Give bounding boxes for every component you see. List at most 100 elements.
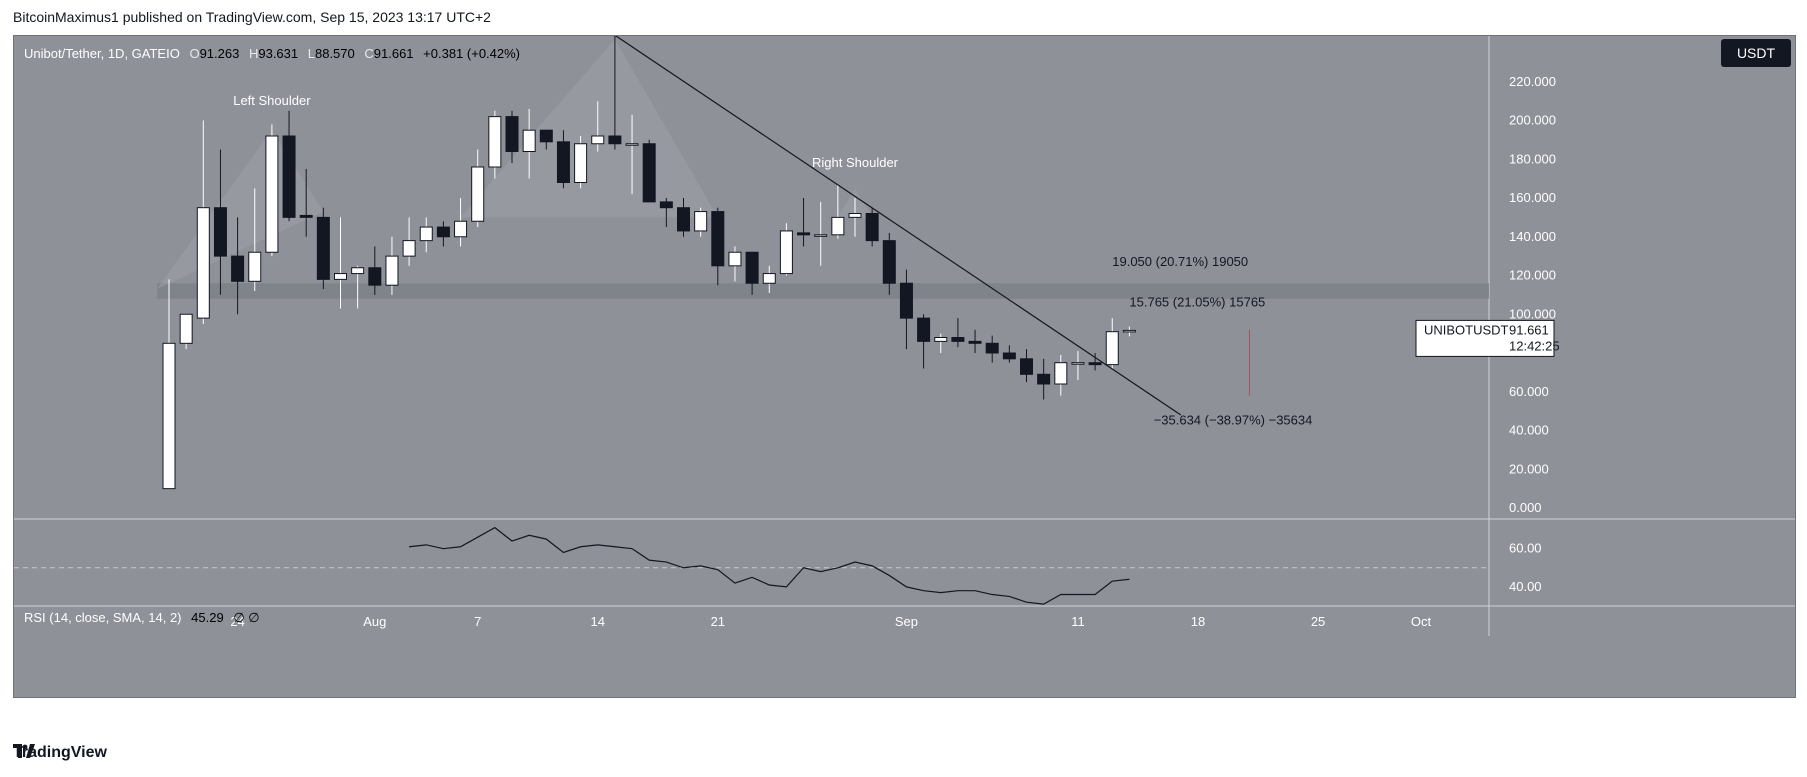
candle-body: [694, 211, 708, 232]
close-value: 91.661: [373, 46, 414, 61]
price-label-countdown: 12:42:25: [1509, 338, 1560, 353]
price-tick-label: 100.000: [1509, 306, 1556, 321]
time-tick-label: Aug: [363, 614, 386, 629]
current-price-box: [1415, 319, 1555, 357]
brand-name: TradingView: [13, 744, 107, 761]
left-shoulder-label: Left Shoulder: [233, 93, 311, 108]
candle-body: [711, 211, 725, 267]
candle-body: [1002, 352, 1016, 360]
candle-body: [882, 240, 896, 284]
candle-body: [728, 251, 742, 267]
tradingview-logo[interactable]: TradingView: [13, 744, 107, 762]
candle-body: [351, 267, 365, 275]
price-tick-label: 200.000: [1509, 113, 1556, 128]
publisher-header: BitcoinMaximus1 published on TradingView…: [13, 9, 491, 25]
open-label: O: [189, 46, 200, 61]
currency-button[interactable]: USDT: [1721, 39, 1791, 67]
candle-body: [762, 273, 776, 284]
candle-body: [402, 240, 416, 257]
candle-body: [248, 251, 262, 282]
candle-body: [265, 135, 279, 253]
candle-body: [1054, 362, 1068, 385]
candle-body: [162, 342, 176, 490]
symbol-legend: Unibot/Tether, 1D, GATEIO O91.263 H93.63…: [24, 46, 520, 61]
candle-body: [848, 213, 862, 218]
candle-body: [1088, 362, 1102, 366]
candle-body: [454, 220, 468, 238]
price-tick-label: 160.000: [1509, 190, 1556, 205]
price-tick-label: 220.000: [1509, 74, 1556, 89]
candle-body: [213, 207, 227, 257]
candle-body: [625, 143, 639, 146]
resistance-zone: [157, 283, 1489, 299]
rsi-legend: RSI (14, close, SMA, 14, 2) 45.29 ∅ ∅: [24, 610, 260, 626]
candle-body: [1122, 329, 1136, 333]
candle-body: [985, 342, 999, 354]
candle-body: [608, 135, 622, 145]
candle-body: [591, 135, 605, 145]
time-tick-label: 7: [474, 614, 481, 629]
candle-body: [1020, 358, 1033, 375]
low-value: 88.570: [314, 46, 355, 61]
candle-body: [968, 340, 982, 344]
time-tick-label: 11: [1071, 614, 1085, 629]
symbol-name[interactable]: Unibot/Tether, 1D, GATEIO: [24, 46, 180, 61]
candle-body: [642, 143, 656, 203]
candle-body: [865, 213, 879, 242]
candle-body: [951, 337, 965, 342]
candle-body: [368, 267, 382, 286]
tradingview-logo-icon: [13, 744, 35, 758]
price-tick-label: 0.000: [1509, 500, 1542, 515]
rsi-extra: ∅ ∅: [233, 610, 260, 625]
candle-body: [779, 230, 793, 275]
time-tick-label: 14: [591, 614, 605, 629]
candle-body: [677, 207, 690, 232]
time-tick-label: 25: [1311, 614, 1325, 629]
time-tick-label: 21: [711, 614, 725, 629]
candle-body: [316, 216, 330, 280]
rsi-line: [409, 526, 1130, 605]
time-tick-label: Oct: [1411, 614, 1432, 629]
measure-middle-label: 15.765 (21.05%) 15765: [1129, 295, 1265, 310]
candle-body: [299, 214, 313, 218]
rsi-label[interactable]: RSI (14, close, SMA, 14, 2): [24, 610, 182, 625]
candle-body: [1105, 331, 1119, 366]
rsi-value: 45.29: [191, 610, 224, 625]
rsi-tick-label: 40.00: [1509, 579, 1542, 594]
candle-body: [488, 116, 502, 168]
price-tick-label: 140.000: [1509, 229, 1556, 244]
candle-body: [814, 234, 828, 237]
measure-upper-label: 19.050 (20.71%) 19050: [1112, 254, 1248, 269]
high-value: 93.631: [258, 46, 299, 61]
close-label: C: [364, 46, 374, 61]
candle-body: [934, 337, 948, 342]
candle-body: [1071, 362, 1085, 365]
price-label-symbol: UNIBOTUSDT: [1424, 322, 1509, 337]
low-label: L: [307, 46, 315, 61]
candle-body: [505, 116, 519, 152]
price-tick-label: 20.000: [1509, 461, 1549, 476]
rsi-tick-label: 60.00: [1509, 541, 1542, 556]
open-value: 91.263: [199, 46, 240, 61]
candle-body: [282, 135, 296, 218]
high-label: H: [248, 46, 259, 61]
candle-body: [1037, 373, 1051, 385]
candle-body: [659, 201, 673, 209]
price-tick-label: 60.000: [1509, 384, 1549, 399]
candle-body: [745, 251, 759, 284]
right-shoulder-label: Right Shoulder: [812, 155, 899, 170]
price-label-value: 91.661: [1509, 322, 1549, 337]
change-value: +0.381 (+0.42%): [423, 46, 521, 61]
candle-body: [231, 255, 245, 282]
candle-body: [917, 317, 931, 342]
descending-trendline: [614, 36, 1182, 416]
candle-body: [196, 207, 210, 319]
candle-body: [539, 129, 553, 143]
price-tick-label: 180.000: [1509, 151, 1556, 166]
candle-body: [436, 226, 450, 238]
price-tick-label: 40.000: [1509, 423, 1549, 438]
candle-body: [797, 232, 811, 236]
candle-body: [385, 255, 399, 286]
